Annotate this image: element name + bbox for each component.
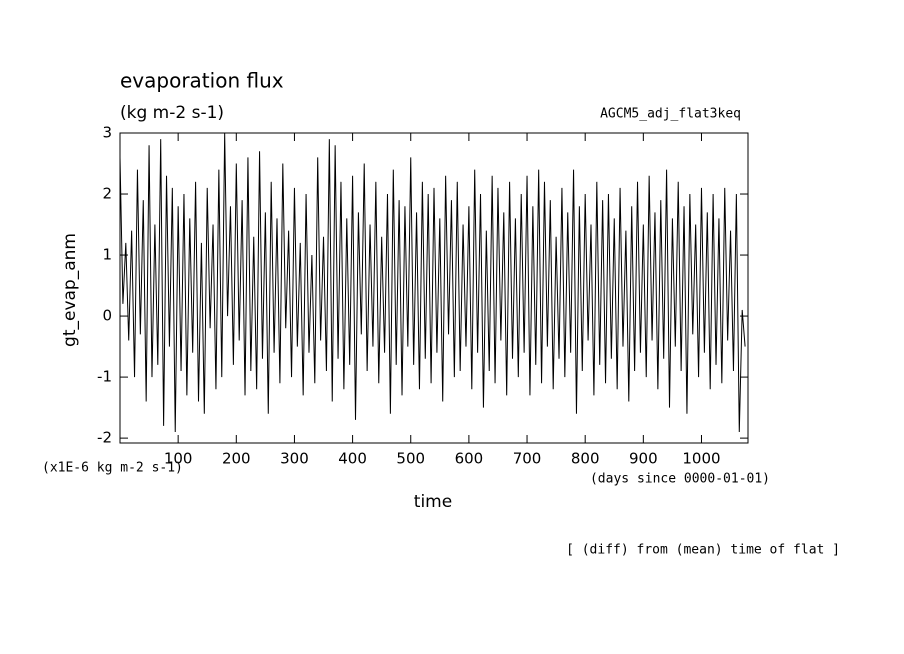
x-axis-label: time — [414, 492, 452, 512]
chart-subtitle: (kg m-2 s-1) — [120, 103, 224, 123]
chart-title: evaporation flux — [120, 69, 284, 93]
y-tick-label: -2 — [97, 429, 112, 447]
x-tick-label: 100 — [164, 450, 193, 468]
x-tick-label: 700 — [513, 450, 542, 468]
x-tick-label: 500 — [396, 450, 425, 468]
x-tick-label: 1000 — [682, 450, 720, 468]
y-axis-label: gt_evap_anm — [60, 233, 80, 347]
experiment-label: AGCM5_adj_flat3keq — [600, 107, 741, 122]
y-tick-label: 2 — [102, 185, 112, 203]
x-tick-label: 900 — [629, 450, 658, 468]
x-tick-label: 300 — [280, 450, 309, 468]
y-tick-label: -1 — [97, 368, 112, 386]
footnote: [ (diff) from (mean) time of flat ] — [566, 543, 840, 558]
y-units: (x1E-6 kg m-2 s-1) — [42, 461, 183, 476]
y-tick-label: 1 — [102, 246, 112, 264]
x-tick-label: 800 — [571, 450, 600, 468]
y-tick-label: 0 — [102, 307, 112, 325]
x-tick-label: 600 — [455, 450, 484, 468]
y-tick-label: 3 — [102, 124, 112, 142]
x-tick-label: 400 — [338, 450, 367, 468]
plot-frame — [119, 132, 749, 444]
x-tick-label: 200 — [222, 450, 251, 468]
data-line — [119, 132, 746, 433]
x-units: (days since 0000-01-01) — [590, 472, 770, 487]
